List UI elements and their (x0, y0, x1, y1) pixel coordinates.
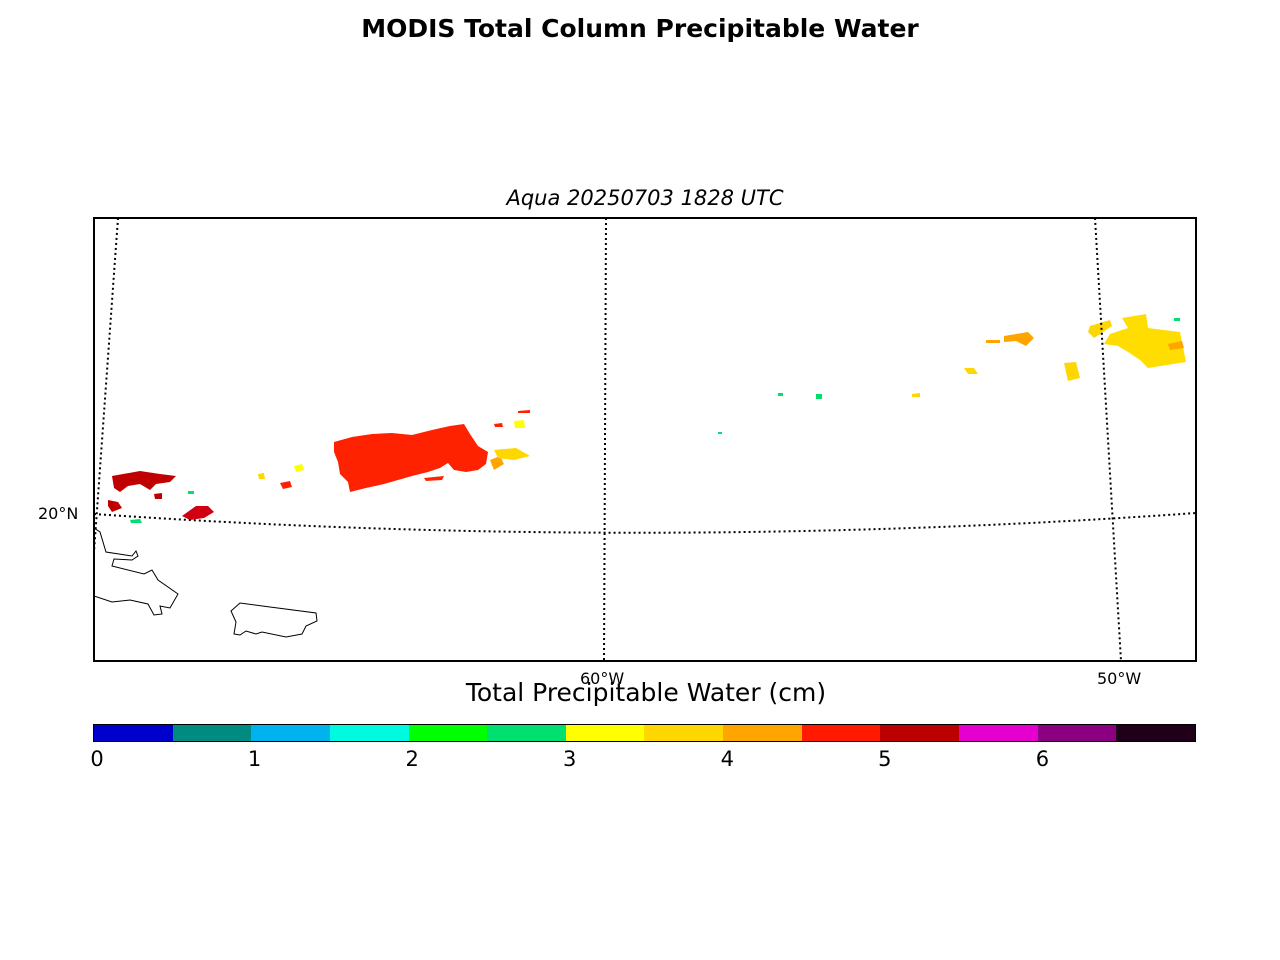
pw-patch (912, 393, 920, 397)
colorbar-swatch (565, 725, 645, 741)
coastline-puerto-rico (230, 602, 318, 638)
parallel-20n (94, 512, 1196, 534)
pw-patch (1088, 320, 1112, 338)
colorbar-swatch (172, 725, 252, 741)
colorbar-tick-label: 4 (720, 747, 734, 771)
colorbar-swatch (959, 725, 1038, 741)
pw-patch (490, 456, 504, 470)
colorbar-tick-label: 5 (878, 747, 892, 771)
pw-patch (108, 500, 122, 512)
pw-patch (188, 491, 194, 494)
pw-patch (294, 464, 304, 472)
map-subtitle: Aqua 20250703 1828 UTC (506, 186, 784, 210)
colorbar-tick-label: 0 (90, 747, 104, 771)
graticule (94, 218, 1196, 661)
colorbar-swatch (644, 725, 724, 741)
colorbar-swatch (880, 725, 960, 741)
pw-patch (112, 471, 176, 492)
colorbar-swatch (723, 725, 802, 741)
pw-patch (494, 423, 503, 427)
colorbar-tick-label: 1 (247, 747, 262, 771)
meridian-west (94, 218, 119, 553)
lon-label-50w: 50°W (1097, 669, 1142, 688)
colorbar (93, 724, 1196, 742)
pw-patch (816, 394, 822, 399)
coastline-hispaniola (94, 527, 179, 616)
pw-patch (964, 368, 978, 374)
pw-patch (986, 340, 1000, 343)
pw-data-layer (108, 314, 1186, 523)
meridian-60w (603, 218, 607, 661)
colorbar-swatch (1116, 725, 1195, 741)
pw-patch (154, 493, 162, 499)
pw-patch (280, 481, 292, 489)
pw-patch (514, 420, 525, 428)
colorbar-tick-label: 3 (563, 747, 577, 771)
colorbar-swatch (408, 725, 488, 741)
pw-patch (424, 476, 444, 481)
colorbar-swatch (801, 725, 881, 741)
colorbar-swatch (487, 725, 566, 741)
colorbar-swatch (329, 725, 409, 741)
pw-patch (518, 410, 530, 413)
coastlines (94, 527, 318, 638)
map-title: MODIS Total Column Precipitable Water (361, 14, 919, 43)
pw-patch (258, 473, 265, 479)
pw-patch (130, 519, 142, 523)
pw-patch (1104, 314, 1186, 368)
colorbar-tick-label: 2 (405, 747, 419, 771)
colorbar-tick-label: 6 (1035, 747, 1050, 771)
pw-patch (334, 424, 488, 492)
lat-label-20n: 20°N (38, 504, 79, 523)
colorbar-swatch (1037, 725, 1117, 741)
meridian-50w (1094, 218, 1122, 661)
colorbar-swatch (94, 725, 173, 741)
pw-patch (1064, 362, 1080, 381)
map-frame (93, 217, 1197, 662)
lon-label-60w: 60°W (580, 669, 625, 688)
pw-patch (1168, 341, 1184, 350)
pw-patch (494, 448, 530, 460)
pw-patch (1174, 318, 1180, 321)
colorbar-title: Total Precipitable Water (cm) (465, 678, 827, 707)
pw-patch (1004, 332, 1034, 346)
pw-patch (182, 506, 214, 520)
pw-patch (718, 432, 722, 434)
pw-patch (778, 393, 783, 396)
colorbar-swatch (251, 725, 330, 741)
